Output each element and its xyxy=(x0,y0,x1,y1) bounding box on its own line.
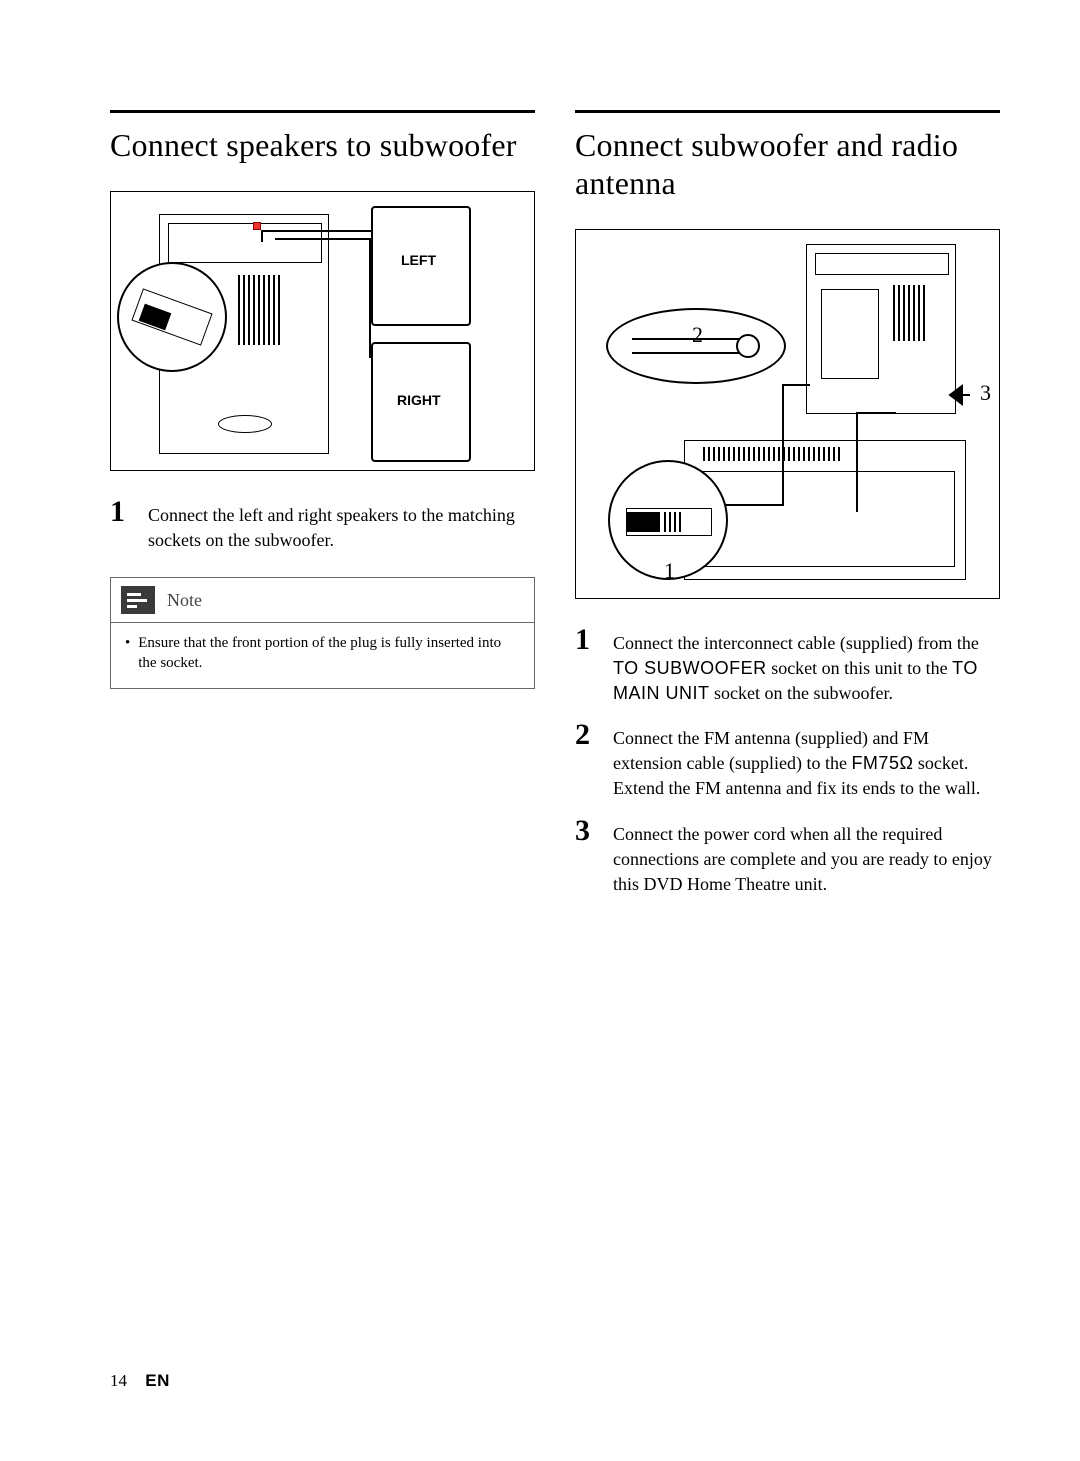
t: socket on the subwoofer. xyxy=(710,683,893,703)
subwoofer-vents xyxy=(238,275,300,345)
main-unit-ports xyxy=(815,253,949,275)
power-arrow-icon xyxy=(948,382,982,408)
right-step-1: 1 Connect the interconnect cable (suppli… xyxy=(575,625,1000,707)
page: Connect speakers to subwoofer LEFT RIGHT xyxy=(0,0,1080,1461)
cable-bottom xyxy=(275,238,371,240)
interconnect-grip xyxy=(664,512,690,532)
right-speaker-label: RIGHT xyxy=(397,392,441,408)
step-number: 1 xyxy=(110,497,134,527)
t: Connect the power cord when all the requ… xyxy=(613,824,992,894)
step-text: Connect the power cord when all the requ… xyxy=(613,816,1000,898)
page-language: EN xyxy=(145,1371,170,1390)
link-cable-v2 xyxy=(856,412,858,512)
t: socket on this unit to the xyxy=(767,658,952,678)
main-unit-panel xyxy=(806,244,956,414)
left-steps: 1 Connect the left and right speakers to… xyxy=(110,497,535,553)
main-unit-vents xyxy=(893,285,943,341)
interconnect-plug xyxy=(626,512,660,532)
callout-2: 2 xyxy=(692,322,703,348)
callout-1: 1 xyxy=(664,558,675,584)
speakers-to-subwoofer-diagram: LEFT RIGHT xyxy=(110,191,535,471)
two-column-layout: Connect speakers to subwoofer LEFT RIGHT xyxy=(110,110,1000,911)
left-section-title: Connect speakers to subwoofer xyxy=(110,127,535,165)
note-title: Note xyxy=(167,590,202,611)
subwoofer-inner xyxy=(697,471,955,567)
step-text: Connect the left and right speakers to t… xyxy=(148,497,535,553)
keyword: FM75Ω xyxy=(851,753,913,773)
right-column: Connect subwoofer and radio antenna 2 xyxy=(575,110,1000,911)
subwoofer-top-strip xyxy=(168,223,322,263)
section-rule xyxy=(575,110,1000,113)
t: Connect the interconnect cable (supplied… xyxy=(613,633,979,653)
right-section-title: Connect subwoofer and radio antenna xyxy=(575,127,1000,203)
page-number: 14 xyxy=(110,1371,127,1390)
note-body: • Ensure that the front portion of the p… xyxy=(111,623,534,688)
right-step-3: 3 Connect the power cord when all the re… xyxy=(575,816,1000,898)
red-plug-icon xyxy=(253,222,261,230)
cable-top xyxy=(261,230,371,232)
subwoofer-top-vent xyxy=(703,447,949,461)
callout-3: 3 xyxy=(980,380,991,406)
cable-right-drop xyxy=(369,238,371,358)
left-speaker-label: LEFT xyxy=(401,252,436,268)
left-column: Connect speakers to subwoofer LEFT RIGHT xyxy=(110,110,535,911)
note-text: Ensure that the front portion of the plu… xyxy=(138,633,520,674)
step-text: Connect the interconnect cable (supplied… xyxy=(613,625,1000,707)
right-steps: 1 Connect the interconnect cable (suppli… xyxy=(575,625,1000,898)
link-cable-v xyxy=(782,384,784,504)
step-number: 1 xyxy=(575,625,599,655)
note-box: Note • Ensure that the front portion of … xyxy=(110,577,535,689)
subwoofer-antenna-diagram: 2 1 3 xyxy=(575,229,1000,599)
note-header: Note xyxy=(111,578,534,623)
main-unit-bracket xyxy=(821,289,879,379)
antenna-loop-icon xyxy=(736,334,760,358)
step-number: 3 xyxy=(575,816,599,846)
antenna-cable xyxy=(632,338,740,340)
note-item: • Ensure that the front portion of the p… xyxy=(125,633,520,674)
antenna-cable2 xyxy=(632,352,740,354)
cable-top-drop xyxy=(261,230,263,242)
note-icon xyxy=(121,586,155,614)
page-footer: 14 EN xyxy=(110,1371,170,1391)
link-cable-h3 xyxy=(856,412,896,414)
right-step-2: 2 Connect the FM antenna (supplied) and … xyxy=(575,720,1000,802)
keyword: TO SUBWOOFER xyxy=(613,658,767,678)
step-number: 2 xyxy=(575,720,599,750)
left-step-1: 1 Connect the left and right speakers to… xyxy=(110,497,535,553)
section-rule xyxy=(110,110,535,113)
bullet-dot: • xyxy=(125,633,130,674)
ac-socket-icon xyxy=(218,415,272,433)
step-text: Connect the FM antenna (supplied) and FM… xyxy=(613,720,1000,802)
link-cable-h1 xyxy=(782,384,810,386)
link-cable-h2 xyxy=(726,504,784,506)
